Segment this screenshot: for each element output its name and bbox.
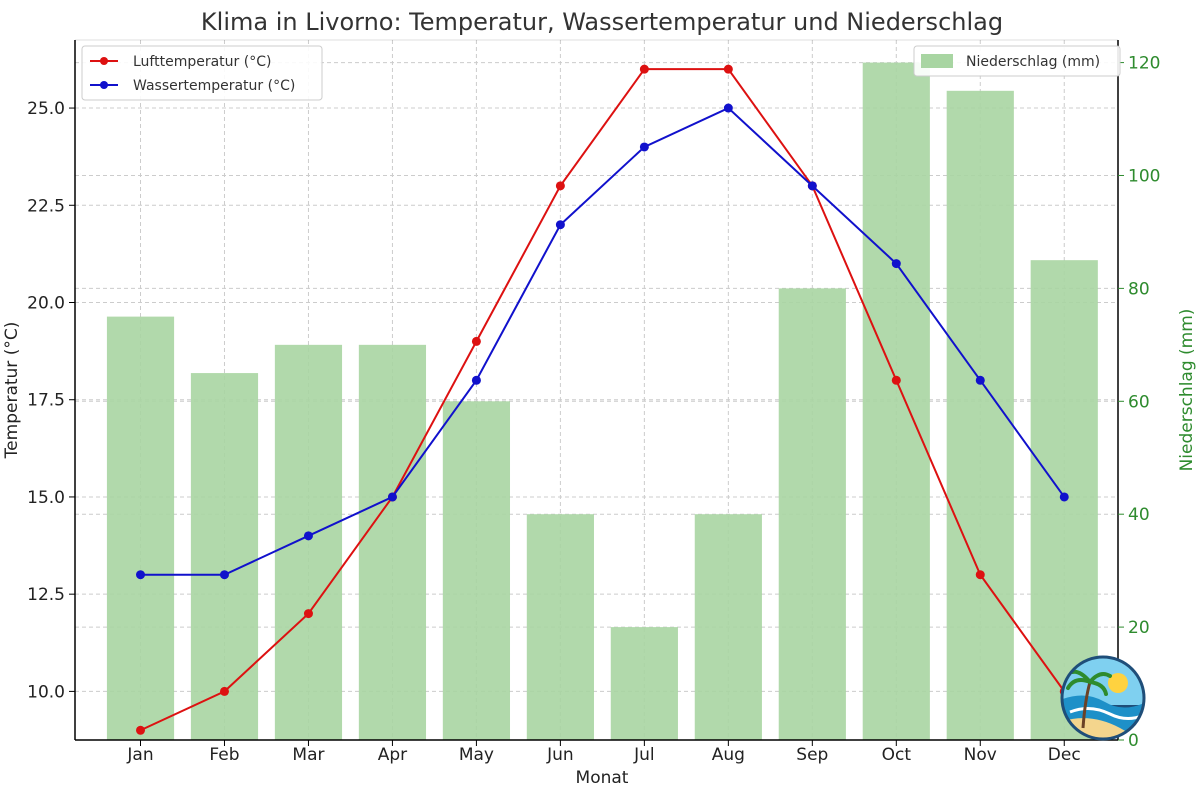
water-temperature-point [639,142,649,152]
air-temperature-point [975,570,985,580]
precipitation-bar [106,316,175,740]
legend-temperature: Lufttemperatur (°C) Wassertemperatur (°C… [81,45,323,101]
water-temperature-point [136,570,146,580]
x-tick-label: Sep [796,745,828,765]
precipitation-bar [526,514,594,740]
x-tick-label: Apr [378,745,407,765]
water-temperature-line [140,106,1066,576]
water-temperature-point [723,103,733,113]
air-temperature-point [891,375,901,385]
air-temperature-point [136,725,146,735]
y2-tick-label: 20 [1128,618,1150,638]
y2-tick-label: 0 [1128,731,1139,751]
water-temperature-point [387,492,397,502]
air-temperature-point [303,609,313,619]
precipitation-bar [274,344,343,740]
air-temperature-line [140,68,1066,732]
air-temperature-point [471,336,481,346]
y-tick-label: 22.5 [27,196,65,216]
precipitation-bar [190,373,259,740]
precipitation-bar [694,514,762,740]
precipitation-bar [358,344,427,740]
x-tick-label: Jul [633,745,655,765]
legend-precipitation-label: Niederschlag (mm) [966,54,1100,70]
y2-tick-label: 120 [1128,54,1160,74]
x-tick-label: Dec [1048,745,1081,765]
water-temperature-point [891,259,901,269]
precipitation-bar [946,90,1014,740]
y-tick-label: 15.0 [27,488,65,508]
x-tick-label: Oct [882,745,912,765]
y2-tick-label: 80 [1128,279,1150,299]
x-tick-label: Nov [964,745,997,765]
y2-tick-label: 60 [1128,392,1150,412]
y2-tick-label: 40 [1128,505,1150,525]
y-tick-label: 12.5 [27,585,65,605]
x-tick-label: Aug [712,745,745,765]
x-tick-label: Mar [292,745,324,765]
water-temperature-point [807,181,817,191]
precipitation-bars [106,62,1098,741]
x-tick-label: May [459,745,494,765]
air-temperature-point [555,181,565,191]
water-temperature-point [555,220,565,230]
beach-palm-logo-icon [1060,655,1146,741]
y2-axis-label: Niederschlag (mm) [1177,309,1197,472]
y2-tick-label: 100 [1128,166,1160,186]
air-temperature-point [219,686,229,696]
water-temperature-point [471,375,481,385]
water-temperature-point [1059,492,1069,502]
temperature-lines [136,64,1069,735]
precipitation-bar [862,62,930,741]
water-temperature-point [303,531,313,541]
axes [74,39,1119,741]
y-tick-label: 20.0 [27,294,65,314]
legend-air-marker [100,57,108,65]
y-tick-label: 10.0 [27,682,65,702]
air-temperature-point [723,64,733,74]
ticks: Jan Feb Mar Apr May Jun Jul Aug Sep Oct Nov Dec 10.0… [27,54,1160,765]
precipitation-bar [778,288,846,740]
legend-temperature-frame [81,45,323,101]
water-temperature-point [975,375,985,385]
chart-title: Klima in Livorno: Temperatur, Wassertemp… [201,8,1003,36]
legend-precipitation-swatch [921,54,953,68]
legend-precipitation: Niederschlag (mm) [913,45,1121,77]
legend-air-label: Lufttemperatur (°C) [133,54,271,70]
x-axis-label: Monat [576,768,629,788]
legend-precipitation-frame [913,45,1121,77]
y-tick-label: 17.5 [27,391,65,411]
y-tick-label: 25.0 [27,99,65,119]
y-axis-label: Temperatur (°C) [2,322,22,460]
x-tick-label: Jun [546,745,574,765]
precipitation-bar [610,627,678,740]
air-temperature-point [639,64,649,74]
legend-water-label: Wassertemperatur (°C) [133,78,295,94]
legend-water-marker [100,81,108,89]
water-temperature-point [219,570,229,580]
x-tick-label: Jan [126,745,153,765]
precipitation-bar [442,401,511,740]
x-tick-label: Feb [209,745,239,765]
